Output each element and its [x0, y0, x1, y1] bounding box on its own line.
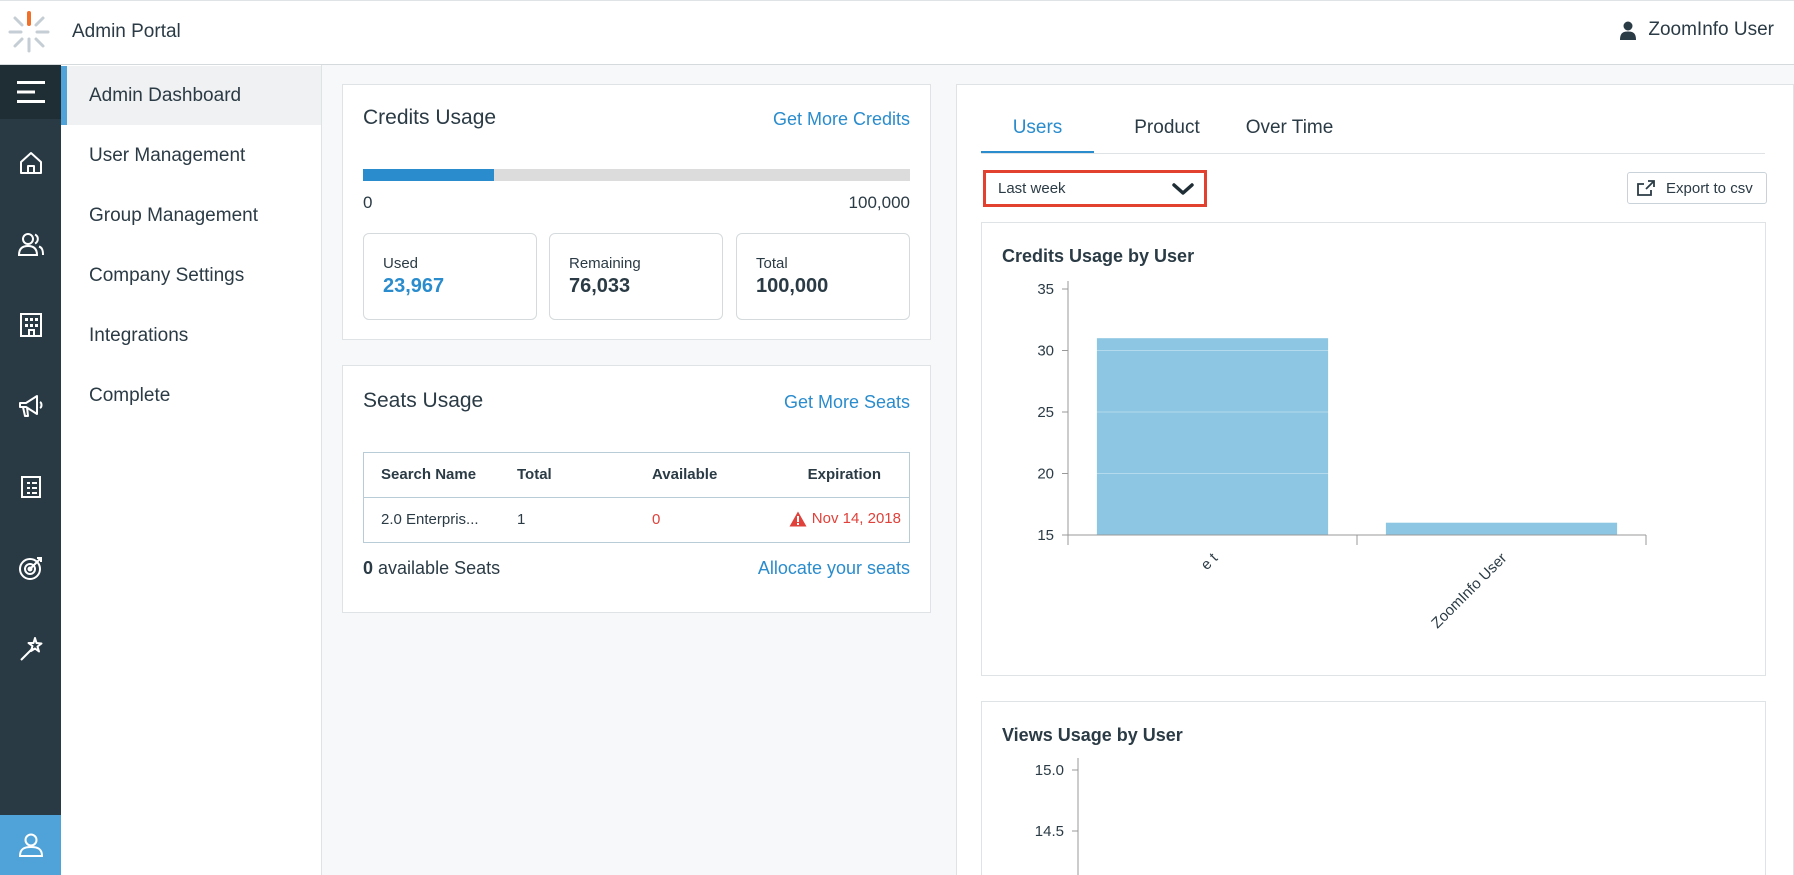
expiration-date: Nov 14, 2018: [811, 510, 901, 527]
credits-usage-title: Credits Usage: [363, 106, 497, 129]
rail-intent[interactable]: [0, 540, 61, 596]
sidebar-item-integrations[interactable]: Integrations: [89, 324, 189, 346]
tabs-divider: [981, 153, 1765, 154]
column-header-available[interactable]: Available: [652, 466, 718, 483]
y-tick-label: 14.5: [1035, 823, 1064, 840]
seat-available: 0: [652, 511, 661, 528]
chart-title: Credits Usage by User: [1002, 246, 1195, 266]
get-more-seats-link[interactable]: Get More Seats: [783, 392, 910, 412]
seats-table-header: Search Name Total Available Expiration: [364, 453, 909, 498]
export-icon: [1637, 180, 1655, 196]
y-tick-label: 35: [1037, 281, 1054, 298]
allocate-seats-link[interactable]: Allocate your seats: [757, 558, 910, 578]
sidebar-item-admin-dashboard[interactable]: Admin Dashboard: [61, 66, 321, 125]
home-icon: [19, 152, 42, 174]
period-select-value: Last week: [998, 180, 1066, 197]
y-tick-label: 25: [1037, 404, 1054, 421]
get-more-credits-link[interactable]: Get More Credits: [772, 109, 910, 129]
tab-product[interactable]: Product: [1134, 117, 1200, 138]
column-header-search-name[interactable]: Search Name: [381, 466, 477, 483]
user-menu[interactable]: ZoomInfo User: [1620, 19, 1774, 41]
total-label: Total: [756, 255, 788, 272]
seats-table: Search Name Total Available Expiration 2…: [363, 452, 910, 543]
column-header-expiration[interactable]: Expiration: [807, 466, 881, 483]
chevron-down-icon: [1172, 183, 1194, 195]
rail-lists[interactable]: [0, 459, 61, 515]
available-seats-summary: 0 available Seats: [363, 558, 500, 579]
rail-admin[interactable]: [0, 815, 61, 875]
available-seats-count: 0: [363, 558, 374, 578]
views-by-user-chart: Views Usage by User 15.0 14.5: [981, 701, 1766, 875]
used-credits-box: Used 23,967: [363, 233, 537, 320]
export-label: Export to csv: [1666, 179, 1753, 197]
main-content: Credits Usage Get More Credits 0 100,000…: [322, 65, 1794, 875]
sidebar-item-user-management[interactable]: User Management: [89, 144, 246, 166]
y-tick-label: 15: [1037, 527, 1054, 544]
x-tick-label: ZoomInfo User: [1428, 550, 1510, 632]
zoominfo-logo-icon[interactable]: [6, 9, 52, 55]
remaining-value: 76,033: [569, 275, 631, 297]
sidebar-item-group-management[interactable]: Group Management: [89, 204, 258, 226]
rail-home[interactable]: [0, 135, 61, 191]
sidebar-item-company-settings[interactable]: Company Settings: [89, 264, 245, 286]
seats-usage-card: Seats Usage Get More Seats Search Name T…: [342, 365, 931, 613]
available-seats-text: available Seats: [378, 558, 501, 578]
admin-user-icon: [18, 833, 43, 857]
rail-contacts[interactable]: [0, 216, 61, 272]
remaining-label: Remaining: [569, 255, 641, 272]
credits-progress-fill: [363, 169, 495, 181]
y-tick-label: 30: [1037, 343, 1054, 360]
chart-title: Views Usage by User: [1002, 725, 1183, 745]
credits-usage-card: Credits Usage Get More Credits 0 100,000…: [342, 84, 931, 340]
total-credits-box: Total 100,000: [736, 233, 910, 320]
usage-panel: Users Product Over Time Last week Export…: [956, 84, 1794, 875]
bar: [1385, 522, 1618, 535]
top-header: Admin Portal ZoomInfo User: [0, 0, 1794, 65]
x-tick-label: e t: [1198, 549, 1222, 573]
used-label: Used: [383, 255, 419, 272]
export-to-csv-button[interactable]: Export to csv: [1627, 172, 1767, 204]
contacts-icon: [17, 233, 44, 256]
credits-by-user-chart: Credits Usage by User 15 20 25 30 35 e t ZoomI…: [981, 222, 1766, 676]
tab-over-time[interactable]: Over Time: [1245, 117, 1334, 138]
admin-sidebar: Admin Dashboard User Management Group Ma…: [61, 65, 322, 875]
megaphone-icon: [18, 395, 42, 417]
y-tick-label: 15.0: [1035, 762, 1064, 779]
total-value: 100,000: [756, 275, 829, 297]
period-select[interactable]: Last week: [983, 170, 1207, 207]
warning-icon: [789, 511, 807, 526]
remaining-credits-box: Remaining 76,033: [549, 233, 723, 320]
user-icon: [1620, 21, 1637, 40]
bar: [1096, 338, 1329, 535]
list-icon: [20, 476, 41, 498]
rail-tools[interactable]: [0, 621, 61, 677]
credits-chart-svg: 15 20 25 30 35 e t ZoomInfo User: [1037, 281, 1647, 632]
rail-companies[interactable]: [0, 297, 61, 353]
seat-total: 1: [517, 511, 526, 528]
company-icon: [19, 313, 42, 337]
tab-users[interactable]: Users: [981, 117, 1094, 154]
user-name[interactable]: ZoomInfo User: [1648, 19, 1774, 40]
seat-expiration: Nov 14, 2018: [789, 510, 901, 527]
progress-scale-max: 100,000: [848, 193, 910, 212]
seat-search-name: 2.0 Enterpris...: [381, 511, 479, 528]
magic-wand-icon: [19, 637, 42, 661]
icon-rail: [0, 65, 61, 875]
views-chart-svg: 15.0 14.5: [1035, 758, 1079, 875]
credits-progress-bar: [363, 169, 910, 181]
rail-campaigns[interactable]: [0, 378, 61, 434]
column-header-total[interactable]: Total: [517, 466, 552, 483]
y-tick-label: 20: [1037, 466, 1054, 483]
used-value: 23,967: [383, 275, 445, 297]
menu-icon: [16, 81, 45, 103]
app-title: Admin Portal: [72, 21, 181, 42]
progress-scale-min: 0: [363, 193, 373, 212]
menu-toggle-button[interactable]: [0, 65, 61, 119]
target-icon: [18, 557, 42, 580]
sidebar-item-complete[interactable]: Complete: [89, 384, 171, 406]
seats-usage-title: Seats Usage: [363, 389, 484, 412]
